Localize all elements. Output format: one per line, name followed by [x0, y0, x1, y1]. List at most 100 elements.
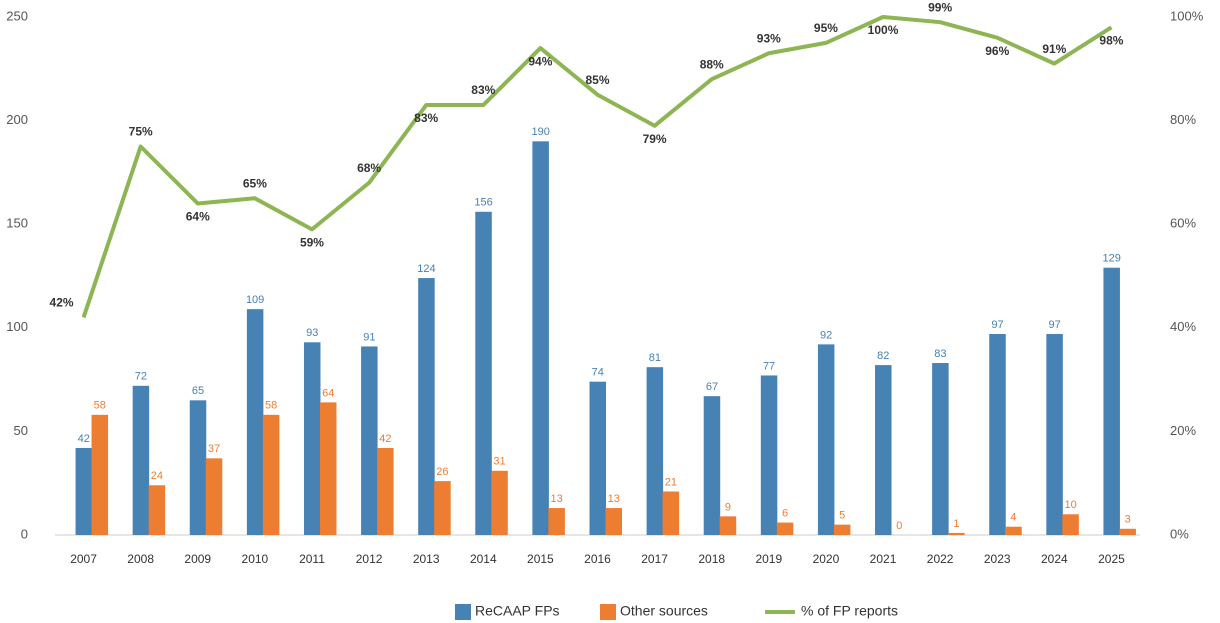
value-label: 83	[934, 348, 946, 360]
bar	[434, 481, 451, 535]
y2-tick-label: 100%	[1170, 8, 1204, 23]
value-label: 58	[265, 400, 277, 412]
y2-tick-label: 80%	[1170, 112, 1196, 127]
value-label: 10	[1064, 499, 1076, 511]
point-label: 91%	[1042, 42, 1066, 56]
value-label: 1	[953, 518, 959, 530]
x-tick-label: 2017	[641, 552, 668, 566]
bar	[1062, 514, 1079, 535]
bar	[377, 447, 394, 535]
x-tick-label: 2018	[698, 552, 725, 566]
bar	[589, 381, 606, 535]
value-label: 13	[551, 493, 563, 505]
bar	[989, 334, 1006, 535]
y-tick-label: 50	[14, 423, 28, 438]
x-tick-label: 2022	[927, 552, 954, 566]
value-label: 13	[608, 493, 620, 505]
x-tick-label: 2014	[470, 552, 497, 566]
bar	[662, 491, 680, 535]
value-label: 82	[877, 350, 889, 362]
x-tick-label: 2016	[584, 552, 611, 566]
bar	[948, 532, 965, 535]
value-label: 31	[493, 456, 505, 468]
value-label: 64	[322, 387, 334, 399]
bar	[875, 365, 892, 535]
point-label: 59%	[300, 236, 324, 250]
value-label: 91	[363, 331, 375, 343]
legend-label: ReCAAP FPs	[475, 603, 560, 619]
x-tick-label: 2020	[813, 552, 840, 566]
point-label: 93%	[757, 31, 781, 45]
point-label: 68%	[357, 161, 381, 175]
value-label: 21	[665, 476, 677, 488]
value-label: 4	[1010, 512, 1016, 524]
value-label: 92	[820, 329, 832, 341]
value-label: 42	[379, 433, 391, 445]
value-label: 58	[94, 400, 106, 412]
bar	[1119, 528, 1136, 535]
value-label: 97	[1048, 319, 1060, 331]
bar	[1005, 526, 1022, 535]
x-tick-label: 2024	[1041, 552, 1068, 566]
bar	[760, 375, 778, 535]
x-tick-label: 2009	[184, 552, 211, 566]
value-label: 156	[474, 197, 492, 209]
value-label: 97	[991, 319, 1003, 331]
point-label: 100%	[868, 23, 899, 37]
point-label: 83%	[471, 83, 495, 97]
value-label: 67	[706, 381, 718, 393]
value-label: 9	[725, 501, 731, 513]
bar	[532, 141, 549, 535]
bar	[703, 396, 721, 535]
y-tick-label: 100	[6, 319, 28, 334]
bar	[418, 278, 435, 535]
point-label: 75%	[129, 125, 153, 139]
value-label: 3	[1125, 514, 1131, 526]
point-label: 88%	[700, 57, 724, 71]
y-tick-label: 150	[6, 216, 28, 231]
y-tick-label: 200	[6, 112, 28, 127]
y2-tick-label: 0%	[1170, 526, 1189, 541]
value-label: 42	[78, 433, 90, 445]
point-label: 96%	[985, 44, 1009, 58]
point-label: 85%	[585, 73, 609, 87]
bar	[361, 346, 378, 535]
value-label: 6	[782, 507, 788, 519]
bar	[932, 363, 949, 535]
x-tick-label: 2019	[755, 552, 782, 566]
bar	[262, 414, 280, 535]
bar	[548, 508, 565, 535]
y2-tick-label: 60%	[1170, 216, 1196, 231]
value-label: 5	[839, 510, 845, 522]
x-tick-label: 2023	[984, 552, 1011, 566]
y-tick-label: 250	[6, 8, 28, 23]
x-tick-label: 2015	[527, 552, 554, 566]
point-label: 83%	[414, 111, 438, 125]
point-label: 94%	[528, 54, 552, 68]
point-label: 99%	[928, 0, 952, 14]
bar	[776, 522, 794, 535]
value-label: 77	[763, 360, 775, 372]
value-label: 65	[192, 385, 204, 397]
y2-tick-label: 40%	[1170, 319, 1196, 334]
point-label: 64%	[186, 210, 210, 224]
bar	[148, 485, 166, 535]
value-label: 24	[151, 470, 163, 482]
value-label: 0	[896, 520, 902, 532]
y-tick-label: 0	[21, 526, 28, 541]
value-label: 37	[208, 443, 220, 455]
bar	[1103, 267, 1120, 535]
value-label: 81	[649, 352, 661, 364]
x-tick-label: 2013	[413, 552, 440, 566]
bar	[646, 367, 664, 535]
value-label: 26	[436, 466, 448, 478]
value-label: 129	[1103, 253, 1121, 265]
bar	[319, 402, 337, 535]
x-tick-label: 2012	[356, 552, 383, 566]
bar	[205, 458, 223, 535]
bar	[91, 414, 109, 535]
value-label: 190	[531, 126, 549, 138]
point-label: 79%	[643, 132, 667, 146]
point-label: 65%	[243, 176, 267, 190]
